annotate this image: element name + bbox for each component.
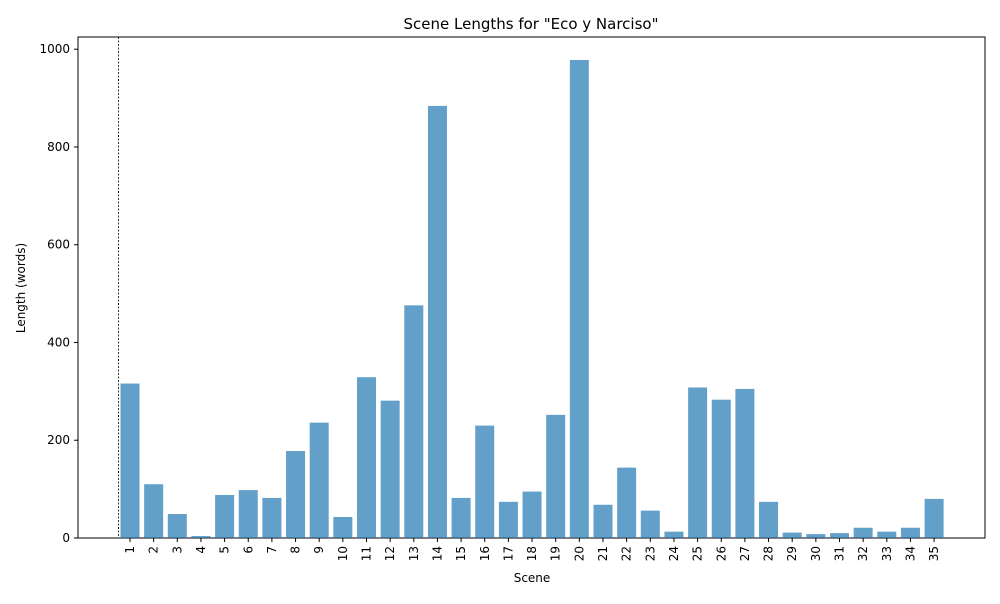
x-tick-label-6: 6 xyxy=(241,546,255,554)
x-tick-label-28: 28 xyxy=(762,546,776,561)
y-tick-label-1000: 1000 xyxy=(39,42,70,56)
x-tick-label-9: 9 xyxy=(312,546,326,554)
x-tick-label-29: 29 xyxy=(785,546,799,561)
bar-scene-14 xyxy=(427,105,447,539)
bar-scene-28 xyxy=(759,501,779,538)
x-tick-label-11: 11 xyxy=(360,546,374,561)
bar-scene-3 xyxy=(167,514,187,538)
y-tick-label-600: 600 xyxy=(47,238,70,252)
x-tick-label-34: 34 xyxy=(903,546,917,561)
x-tick-label-31: 31 xyxy=(833,546,847,561)
x-tick-label-24: 24 xyxy=(667,546,681,561)
x-tick-label-5: 5 xyxy=(218,546,232,554)
x-tick-label-17: 17 xyxy=(501,546,515,561)
x-tick-label-32: 32 xyxy=(856,546,870,561)
bar-scene-26 xyxy=(711,399,731,538)
bar-scene-15 xyxy=(451,497,471,538)
x-tick-label-20: 20 xyxy=(572,546,586,561)
y-tick-label-200: 200 xyxy=(47,433,70,447)
x-tick-label-14: 14 xyxy=(430,546,444,561)
bar-scene-9 xyxy=(309,422,329,538)
bar-scene-23 xyxy=(640,510,660,538)
x-tick-label-33: 33 xyxy=(880,546,894,561)
x-tick-label-10: 10 xyxy=(336,546,350,561)
bar-scene-19 xyxy=(546,414,566,538)
x-tick-label-27: 27 xyxy=(738,546,752,561)
bar-scene-21 xyxy=(593,504,613,538)
bar-scene-1 xyxy=(120,383,140,538)
x-tick-label-18: 18 xyxy=(525,546,539,561)
x-tick-label-35: 35 xyxy=(927,546,941,561)
x-tick-label-26: 26 xyxy=(714,546,728,561)
x-tick-label-25: 25 xyxy=(691,546,705,561)
y-tick-label-400: 400 xyxy=(47,335,70,349)
bar-scene-10 xyxy=(333,516,353,538)
bar-scene-30 xyxy=(806,534,826,538)
x-tick-label-19: 19 xyxy=(549,546,563,561)
bar-scene-5 xyxy=(215,494,235,538)
x-tick-label-22: 22 xyxy=(620,546,634,561)
x-tick-label-12: 12 xyxy=(383,546,397,561)
x-tick-label-1: 1 xyxy=(123,546,137,554)
bar-scene-20 xyxy=(569,59,589,538)
y-tick-label-800: 800 xyxy=(47,140,70,154)
bar-scene-35 xyxy=(924,498,944,538)
x-tick-label-21: 21 xyxy=(596,546,610,561)
chart-title: Scene Lengths for "Eco y Narciso" xyxy=(404,15,659,33)
bar-scene-31 xyxy=(830,533,849,538)
y-axis-label: Length (words) xyxy=(14,243,28,333)
x-tick-label-16: 16 xyxy=(478,546,492,561)
x-tick-label-3: 3 xyxy=(170,546,184,554)
x-tick-label-15: 15 xyxy=(454,546,468,561)
x-tick-label-7: 7 xyxy=(265,546,279,554)
bar-scene-34 xyxy=(900,527,920,538)
bar-scene-12 xyxy=(380,400,400,538)
bar-scene-16 xyxy=(475,425,495,538)
x-axis-label: Scene xyxy=(514,571,551,585)
bar-scene-8 xyxy=(286,451,306,538)
bar-scene-27 xyxy=(735,388,755,538)
bar-scene-33 xyxy=(877,531,897,538)
bar-scene-7 xyxy=(262,497,282,538)
x-tick-label-2: 2 xyxy=(147,546,161,554)
x-tick-label-23: 23 xyxy=(643,546,657,561)
bar-scene-4 xyxy=(191,536,211,538)
y-tick-label-0: 0 xyxy=(62,531,70,545)
bar-scene-32 xyxy=(853,527,873,538)
bar-scene-13 xyxy=(404,305,424,538)
x-tick-label-4: 4 xyxy=(194,546,208,554)
x-tick-label-13: 13 xyxy=(407,546,421,561)
bar-scene-6 xyxy=(238,490,258,538)
x-tick-label-8: 8 xyxy=(289,546,303,554)
bar-scene-22 xyxy=(617,467,637,538)
bar-scene-24 xyxy=(664,531,684,538)
bar-scene-29 xyxy=(782,532,802,538)
bar-scene-17 xyxy=(498,501,518,538)
x-tick-label-30: 30 xyxy=(809,546,823,561)
bar-scene-18 xyxy=(522,491,542,538)
bar-scene-25 xyxy=(688,387,708,538)
bar-scene-11 xyxy=(357,377,376,538)
bar-scene-2 xyxy=(144,484,164,538)
